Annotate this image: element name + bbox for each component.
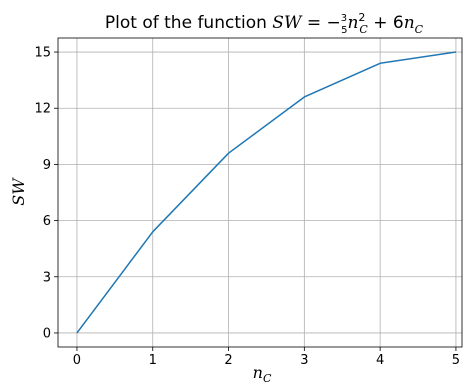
x-tick-label: 3: [300, 353, 308, 368]
y-tick-label: 0: [43, 326, 51, 341]
x-axis-ticks: 0 1 2 3 4 5: [73, 347, 460, 368]
x-axis-label: nC: [253, 363, 272, 384]
title-eq: = −: [301, 13, 340, 33]
title-var-sup: 2: [358, 11, 365, 24]
y-tick-label: 6: [43, 214, 51, 229]
y-tick-label: 9: [43, 158, 51, 173]
title-var-sub: C: [359, 23, 368, 36]
title-var2: n: [404, 13, 415, 33]
title-plus: + 6: [368, 13, 404, 33]
y-tick-label: 15: [34, 46, 51, 61]
series-layer: [76, 51, 457, 334]
y-tick-label: 12: [34, 102, 51, 117]
y-axis-ticks: 0 3 6 9 12 15: [34, 46, 58, 341]
title-var: n: [347, 13, 358, 33]
title-lhs: SW: [272, 13, 303, 33]
x-axis-label-main: n: [253, 363, 263, 382]
x-tick-label: 1: [149, 353, 157, 368]
title-prefix: Plot of the function: [105, 13, 272, 33]
title-frac-num: 3: [341, 13, 347, 24]
plot-frame: [57, 37, 463, 348]
x-axis-label-sub: C: [263, 372, 272, 384]
y-axis-label: SW: [9, 177, 28, 206]
y-tick-label: 3: [43, 270, 51, 285]
grid: [58, 38, 462, 347]
x-tick-label: 5: [452, 353, 460, 368]
title-var2-sub: C: [415, 23, 424, 36]
chart-title: Plot of the function SW = −3 5n2 C + 6nC: [105, 11, 424, 36]
x-tick-label: 4: [376, 353, 384, 368]
x-tick-label: 2: [224, 353, 232, 368]
x-tick-label: 0: [73, 353, 81, 368]
series-line: [76, 51, 457, 334]
title-frac-den: 5: [341, 25, 347, 36]
